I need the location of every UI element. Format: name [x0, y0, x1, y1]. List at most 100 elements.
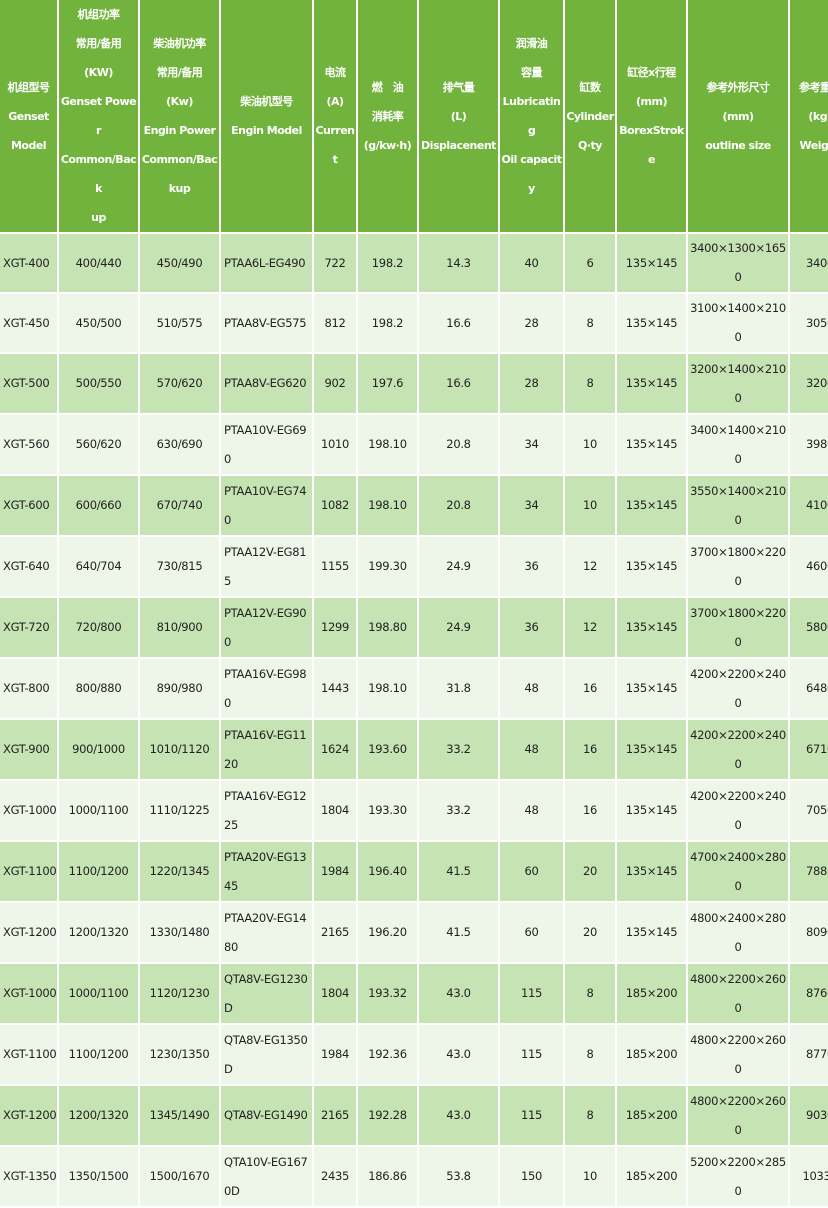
table-cell: 24.9 [419, 537, 498, 596]
table-cell: 3700×1800×2200 [688, 537, 788, 596]
header-line: Current [315, 124, 355, 166]
table-cell: XGT-1200 [0, 1086, 57, 1145]
table-cell: 450/500 [59, 294, 138, 352]
table-cell: 16.6 [419, 294, 498, 352]
table-cell: 400/440 [59, 234, 138, 292]
table-cell: 28 [500, 294, 563, 352]
table-cell: 48 [500, 659, 563, 718]
table-cell: QTA8V-EG1350D [221, 1025, 312, 1084]
table-cell: 60 [500, 842, 563, 901]
header-line: Weight [799, 138, 828, 152]
header-line: 润滑油 [515, 37, 548, 50]
header-line: BorexStroke [619, 124, 684, 166]
table-cell: XGT-1000 [0, 964, 57, 1023]
column-header: 柴油机功率 常用/备用 (Kw) Engin Power Common/Bac kup [140, 0, 219, 232]
table-cell: 135×145 [617, 781, 686, 840]
table-row: XGT-600 600/660 670/740 PTAA10V-EG740 1082 19… [0, 476, 828, 535]
table-cell: 16 [565, 659, 615, 718]
table-cell: 135×145 [617, 234, 686, 292]
table-row: XGT-1100 1100/1200 1230/1350 QTA8V-EG1350D 1… [0, 1025, 828, 1084]
table-cell: 10330 [790, 1147, 828, 1206]
header-line: (KW) [84, 66, 113, 79]
table-cell: 1804 [314, 964, 356, 1023]
table-cell: 1155 [314, 537, 356, 596]
table-cell: PTAA12V-EG815 [221, 537, 312, 596]
table-cell: 43.0 [419, 964, 498, 1023]
table-cell: 135×145 [617, 903, 686, 962]
table-cell: 48 [500, 720, 563, 779]
table-cell: 192.28 [358, 1086, 417, 1145]
table-cell: 193.32 [358, 964, 417, 1023]
table-cell: 6 [565, 234, 615, 292]
table-cell: 1110/1225 [140, 781, 219, 840]
table-cell: 198.2 [358, 294, 417, 352]
table-cell: PTAA6L-EG490 [221, 234, 312, 292]
table-cell: 4200×2200×2400 [688, 781, 788, 840]
table-cell: XGT-1100 [0, 842, 57, 901]
table-cell: 185×200 [617, 1147, 686, 1206]
table-cell: 8 [565, 294, 615, 352]
table-cell: 1500/1670 [140, 1147, 219, 1206]
table-cell: 1330/1480 [140, 903, 219, 962]
table-cell: 8090 [790, 903, 828, 962]
table-cell: 10 [565, 415, 615, 474]
column-header: 缸数 Cylinder Q·ty [565, 0, 615, 232]
table-cell: 31.8 [419, 659, 498, 718]
header-line: kup [168, 182, 191, 195]
table-cell: 8760 [790, 964, 828, 1023]
table-cell: 3400×1400×2100 [688, 415, 788, 474]
table-cell: 2435 [314, 1147, 356, 1206]
table-cell: 2165 [314, 903, 356, 962]
header-line: 常用/备用 [75, 37, 122, 50]
table-cell: 5200×2200×2850 [688, 1147, 788, 1206]
table-cell: 900/1000 [59, 720, 138, 779]
table-cell: 1804 [314, 781, 356, 840]
header-line: Q·ty [578, 138, 602, 152]
table-row: XGT-1100 1100/1200 1220/1345 PTAA20V-EG1345… [0, 842, 828, 901]
header-line: 常用/备用 [156, 66, 203, 79]
column-header: 润滑油 容量 Lubricating Oil capacity [500, 0, 563, 232]
table-cell: 8 [565, 1086, 615, 1145]
table-cell: 7050 [790, 781, 828, 840]
table-cell: 640/704 [59, 537, 138, 596]
table-cell: 1082 [314, 476, 356, 535]
header-line: (A) [326, 95, 344, 108]
table-cell: 4800×2200×2600 [688, 964, 788, 1023]
table-cell: 14.3 [419, 234, 498, 292]
table-cell: XGT-560 [0, 415, 57, 474]
header-line: 缸径x行程 [627, 66, 676, 79]
header-line: Displacenent [421, 138, 496, 152]
header-line: (Kw) [166, 95, 193, 108]
table-cell: 115 [500, 1086, 563, 1145]
header-line: Cylinder [566, 109, 614, 123]
column-header: 参考重量 (kg) Weight [790, 0, 828, 232]
table-cell: 1345/1490 [140, 1086, 219, 1145]
table-cell: PTAA16V-EG1225 [221, 781, 312, 840]
table-cell: 20 [565, 903, 615, 962]
table-cell: 115 [500, 964, 563, 1023]
table-cell: 1100/1200 [59, 1025, 138, 1084]
table-cell: 810/900 [140, 598, 219, 657]
header-line: 机组型号 [7, 80, 51, 94]
table-cell: XGT-600 [0, 476, 57, 535]
table-cell: 16 [565, 781, 615, 840]
table-cell: PTAA20V-EG1480 [221, 903, 312, 962]
table-cell: 1200/1320 [59, 903, 138, 962]
table-cell: 3200×1400×2100 [688, 354, 788, 413]
table-cell: 600/660 [59, 476, 138, 535]
header-line: 消耗率 [371, 109, 404, 123]
table-cell: 1443 [314, 659, 356, 718]
table-cell: 10 [565, 1147, 615, 1206]
table-cell: 16 [565, 720, 615, 779]
table-row: XGT-640 640/704 730/815 PTAA12V-EG815 1155 19… [0, 537, 828, 596]
table-cell: XGT-500 [0, 354, 57, 413]
table-cell: 43.0 [419, 1025, 498, 1084]
table-cell: 34 [500, 476, 563, 535]
header-line: Common/Back [60, 153, 137, 195]
column-header: 燃 油消耗率 (g/kw·h) [358, 0, 417, 232]
header-line: (g/kw·h) [363, 138, 412, 152]
table-cell: 20.8 [419, 415, 498, 474]
table-cell: 730/815 [140, 537, 219, 596]
table-cell: 1010 [314, 415, 356, 474]
